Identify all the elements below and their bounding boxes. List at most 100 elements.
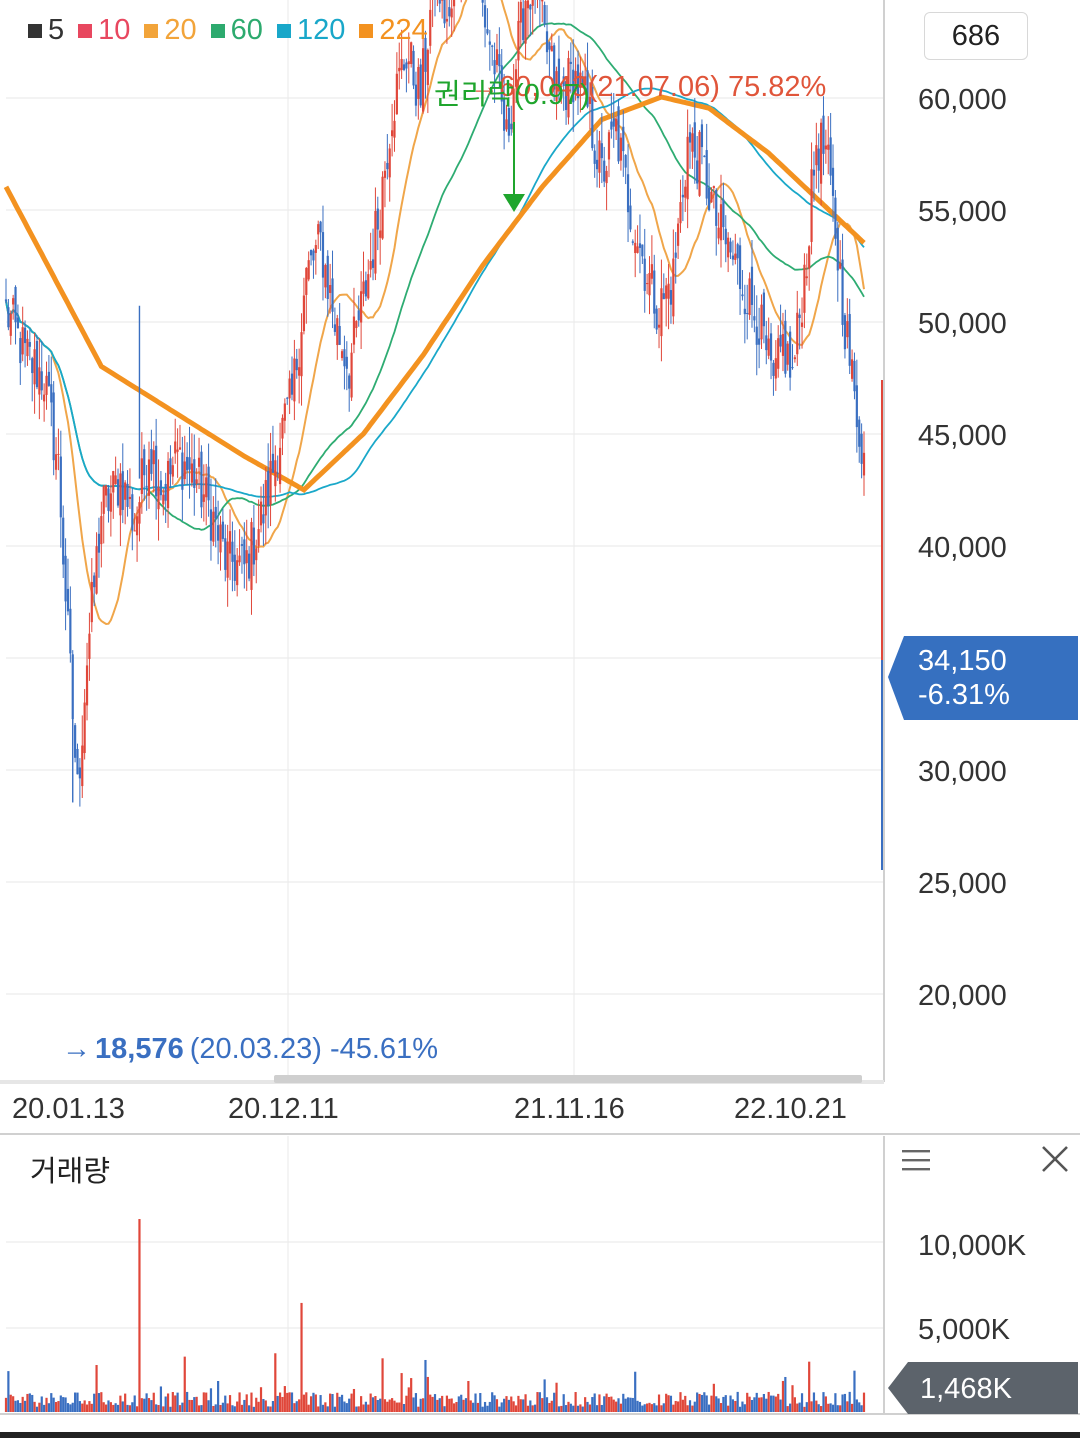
volume-bar	[839, 1405, 842, 1412]
ma-legend: 5 10 20 60 120 224	[28, 14, 428, 47]
candle-body	[591, 86, 594, 149]
candle-body	[12, 298, 15, 305]
candle-body	[557, 58, 561, 92]
candle-body	[364, 280, 367, 297]
legend-item-5[interactable]: 5	[28, 14, 64, 47]
candle-body	[250, 522, 253, 590]
candle-body	[331, 278, 334, 312]
candle-body	[147, 459, 151, 496]
candle-body	[758, 338, 761, 345]
candle-body	[360, 291, 363, 323]
volume-bar	[534, 1404, 537, 1412]
volume-bar	[488, 1401, 491, 1412]
candle-body	[755, 326, 758, 345]
volume-bar	[698, 1393, 701, 1412]
close-icon[interactable]	[1038, 1142, 1072, 1176]
candle-body	[105, 485, 108, 496]
volume-bar	[35, 1406, 39, 1412]
volume-bar	[178, 1405, 182, 1412]
axis-labels: 60,000 55,000 50,000 45,000 40,000 30,000 25,0…	[12, 84, 1078, 1414]
candle-body	[159, 480, 163, 496]
candle-body	[369, 261, 372, 270]
candle-body	[54, 454, 58, 470]
legend-item-120[interactable]: 120	[276, 14, 345, 47]
volume-bar	[88, 1401, 91, 1412]
volume-bar	[510, 1396, 513, 1412]
volume-bar	[102, 1402, 105, 1412]
volume-bar	[774, 1396, 777, 1412]
volume-bar	[298, 1399, 301, 1412]
volume-bar	[300, 1302, 303, 1412]
menu-icon[interactable]	[900, 1146, 932, 1176]
candle-body	[519, 1, 522, 23]
candle-body	[212, 511, 215, 542]
candle-body	[524, 0, 527, 44]
volume-bar	[386, 1401, 389, 1412]
volume-bar	[395, 1402, 398, 1412]
volume-bar	[643, 1404, 646, 1412]
candle-body	[321, 232, 325, 278]
candle-body	[290, 373, 294, 395]
candle-body	[329, 285, 332, 293]
candle-body	[162, 494, 165, 505]
candle-body	[517, 20, 520, 61]
legend-swatch	[359, 23, 374, 38]
volume-bar	[190, 1399, 193, 1412]
volume-bar	[329, 1393, 332, 1412]
volume-bar	[317, 1406, 320, 1412]
candle-body	[526, 0, 530, 9]
volume-bar	[736, 1391, 739, 1412]
volume-bar	[777, 1393, 780, 1412]
candle-body	[572, 69, 575, 103]
volume-bar	[324, 1402, 327, 1412]
volume-bar	[135, 1406, 139, 1412]
candle-body	[424, 37, 427, 72]
volume-bar	[69, 1404, 72, 1412]
candle-body	[767, 338, 770, 356]
legend-item-20[interactable]: 20	[144, 14, 197, 47]
candle-body	[836, 227, 839, 271]
volume-bar	[536, 1392, 539, 1412]
volume-bar	[405, 1395, 408, 1412]
volume-bar	[236, 1401, 239, 1412]
candle-body	[219, 524, 222, 553]
candle-body	[707, 187, 711, 211]
volume-bar	[59, 1395, 62, 1412]
volume-bar	[364, 1401, 367, 1412]
scroll-thumb[interactable]	[274, 1075, 862, 1083]
volume-bar	[367, 1404, 370, 1412]
volume-bar	[677, 1401, 680, 1412]
volume-bar	[436, 1399, 439, 1412]
candle-body	[831, 167, 835, 196]
legend-item-10[interactable]: 10	[78, 14, 130, 47]
volume-bar	[810, 1401, 813, 1412]
volume-bar	[748, 1396, 751, 1412]
volume-bar	[691, 1405, 694, 1412]
volume-bar	[274, 1353, 277, 1412]
volume-bar	[665, 1393, 668, 1412]
candle-body	[302, 295, 306, 332]
candle-body	[62, 517, 65, 565]
candle-body	[429, 9, 432, 46]
volume-bar	[376, 1399, 379, 1412]
candle-body	[815, 145, 818, 166]
candle-body	[352, 316, 356, 345]
candle-body	[674, 252, 677, 258]
candle-body	[800, 322, 804, 327]
candle-body	[846, 321, 849, 338]
volume-bar	[743, 1404, 746, 1412]
candle-count-box[interactable]: 686	[924, 12, 1028, 60]
candle-body	[195, 479, 198, 484]
candle-body	[40, 371, 43, 391]
candle-body	[679, 202, 682, 224]
candle-body	[595, 159, 599, 170]
volume-bar	[798, 1402, 801, 1412]
legend-item-224[interactable]: 224	[359, 14, 428, 47]
candle-body	[50, 384, 53, 403]
low-annotation: → 18,576 (20.03.23) -45.61%	[62, 1033, 438, 1065]
candle-body	[722, 199, 725, 228]
volume-bar	[183, 1356, 186, 1412]
legend-item-60[interactable]: 60	[210, 14, 263, 47]
candle-body	[255, 548, 258, 561]
